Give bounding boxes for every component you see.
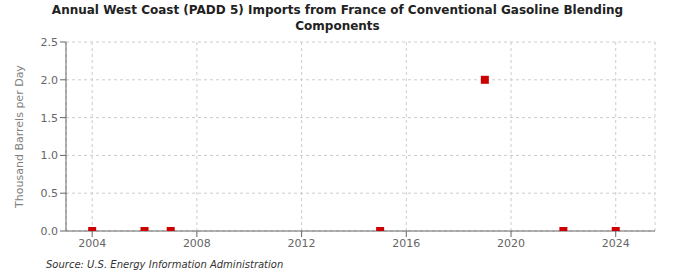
svg-text:2.5: 2.5: [41, 36, 59, 49]
svg-text:2004: 2004: [78, 237, 106, 250]
svg-text:Thousand Barrels per Day: Thousand Barrels per Day: [13, 65, 26, 209]
html-text:Annual West Coast (PADD 5) Imp: Annual West Coast (PADD 5) Imports from …: [51, 3, 624, 17]
svg-text:2020: 2020: [497, 237, 525, 250]
svg-text:2008: 2008: [183, 237, 211, 250]
svg-text:1.0: 1.0: [41, 149, 59, 162]
svg-text:2.0: 2.0: [41, 74, 59, 87]
html-text:Components: Components: [295, 19, 380, 33]
svg-text:2024: 2024: [602, 237, 630, 250]
svg-text:0.5: 0.5: [41, 187, 59, 200]
svg-text:2016: 2016: [392, 237, 420, 250]
svg-text:1.5: 1.5: [41, 112, 59, 125]
svg-text:0.0: 0.0: [41, 225, 59, 238]
svg-text:2012: 2012: [288, 237, 316, 250]
html-text:Source: U.S. Energy Informatio: Source: U.S. Energy Information Administ…: [46, 259, 284, 270]
